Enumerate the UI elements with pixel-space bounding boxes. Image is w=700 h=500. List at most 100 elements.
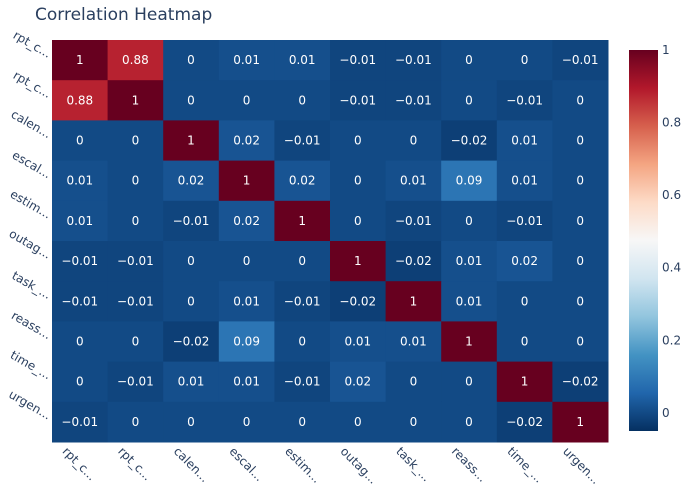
heatmap-cell — [385, 361, 442, 403]
cell-value-label: 0 — [576, 294, 584, 308]
cell-value-label: 0.01 — [66, 214, 93, 228]
cell-value-label: 0 — [521, 53, 529, 67]
cell-value-label: −0.01 — [284, 294, 321, 308]
x-tick-label: task_... — [393, 444, 433, 484]
y-tick-label: task_... — [10, 268, 54, 301]
cell-value-label: 0 — [576, 214, 584, 228]
heatmap-cell — [552, 361, 609, 403]
heatmap-cell — [163, 80, 220, 121]
heatmap-cell — [552, 241, 609, 282]
y-tick-label: escal... — [10, 148, 54, 181]
cell-value-label: −0.02 — [395, 254, 432, 268]
heatmap-cell — [330, 401, 387, 443]
heatmap-cell — [163, 321, 220, 363]
x-tick-label: estim... — [282, 444, 324, 486]
heatmap-cell — [107, 321, 164, 363]
cell-value-label: 0.02 — [233, 214, 260, 228]
heatmap-cell — [441, 321, 498, 363]
cell-value-label: −0.02 — [339, 294, 376, 308]
heatmap-cell — [385, 241, 442, 282]
heatmap-cell — [496, 241, 553, 282]
cell-value-label: 0 — [187, 415, 195, 429]
heatmap-cell — [52, 401, 109, 443]
heatmap-cell — [330, 40, 387, 81]
heatmap-cell — [218, 281, 275, 322]
cell-value-label: 0 — [132, 214, 140, 228]
heatmap-cell — [107, 241, 164, 282]
heatmap-cell — [552, 401, 609, 443]
cell-value-label: −0.01 — [61, 294, 98, 308]
cell-value-label: 0 — [187, 53, 195, 67]
cell-value-label: 0 — [354, 415, 362, 429]
heatmap-cell — [107, 281, 164, 322]
cell-value-label: 0 — [243, 415, 251, 429]
cell-value-label: 0.88 — [122, 53, 149, 67]
heatmap-cell — [552, 281, 609, 322]
heatmap-cell — [330, 160, 387, 202]
cell-value-label: −0.02 — [506, 415, 543, 429]
heatmap-cell — [441, 401, 498, 443]
x-tick-label: time_... — [504, 444, 545, 485]
heatmap-cells: 1 0.88 0 0.01 0.01 −0.01 −0.01 0 0 −0.01 0.88 1 0 0 0 −… — [52, 40, 609, 443]
heatmap-cell — [274, 160, 331, 202]
cell-value-label: 0 — [187, 254, 195, 268]
heatmap-cell — [218, 80, 275, 121]
cell-value-label: 0.01 — [233, 53, 260, 67]
cell-value-label: 0.01 — [233, 294, 260, 308]
heatmap-cell — [274, 40, 331, 81]
cell-value-label: 0 — [298, 254, 306, 268]
heatmap-cell — [218, 200, 275, 242]
heatmap-cell — [441, 281, 498, 322]
colorbar-tick-label: 0.4 — [662, 261, 681, 275]
heatmap-cell — [385, 401, 442, 443]
cell-value-label: −0.01 — [339, 93, 376, 107]
y-tick-label: estim... — [8, 187, 54, 222]
heatmap-cell — [274, 120, 331, 162]
heatmap-cell — [441, 361, 498, 403]
heatmap-cell — [107, 200, 164, 242]
cell-value-label: −0.01 — [117, 254, 154, 268]
cell-value-label: 0 — [76, 134, 84, 148]
cell-value-label: 0 — [410, 134, 418, 148]
heatmap-cell — [552, 200, 609, 242]
y-tick-label: reass... — [9, 308, 54, 342]
heatmap-cell — [52, 80, 109, 121]
heatmap-cell — [107, 40, 164, 81]
heatmap-cell — [163, 200, 220, 242]
colorbar-tick-label: 0 — [662, 406, 670, 420]
heatmap-cell — [330, 241, 387, 282]
heatmap-cell — [274, 321, 331, 363]
x-tick-label: reass... — [449, 444, 490, 485]
cell-value-label: 0 — [132, 415, 140, 429]
heatmap-cell — [385, 120, 442, 162]
cell-value-label: 1 — [521, 375, 529, 389]
cell-value-label: 0 — [521, 294, 529, 308]
y-tick-label: urgen... — [6, 387, 53, 422]
cell-value-label: 0.01 — [400, 174, 427, 188]
cell-value-label: −0.01 — [284, 134, 321, 148]
heatmap-cell — [496, 200, 553, 242]
heatmap-cell — [552, 40, 609, 81]
heatmap-cell — [107, 80, 164, 121]
cell-value-label: 0.02 — [178, 174, 205, 188]
heatmap-cell — [274, 241, 331, 282]
heatmap-cell — [274, 361, 331, 403]
heatmap-cell — [441, 40, 498, 81]
heatmap-cell — [330, 120, 387, 162]
heatmap-cell — [218, 120, 275, 162]
heatmap-cell — [496, 160, 553, 202]
cell-value-label: 0.02 — [233, 134, 260, 148]
cell-value-label: 0 — [576, 134, 584, 148]
heatmap-cell — [496, 321, 553, 363]
y-tick-label: rpt_c... — [11, 28, 54, 61]
x-tick-label: urgen... — [560, 444, 603, 487]
heatmap-cell — [274, 281, 331, 322]
cell-value-label: 0.01 — [233, 375, 260, 389]
heatmap-cell — [52, 241, 109, 282]
cell-value-label: −0.01 — [506, 93, 543, 107]
cell-value-label: 0 — [465, 415, 473, 429]
cell-value-label: 0 — [132, 134, 140, 148]
heatmap-cell — [52, 361, 109, 403]
heatmap-cell — [163, 281, 220, 322]
